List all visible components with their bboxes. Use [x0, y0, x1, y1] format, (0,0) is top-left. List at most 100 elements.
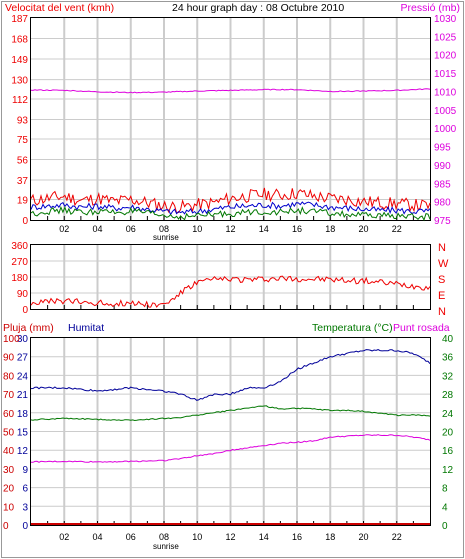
rain-y-tick-label: 80 [3, 371, 15, 382]
x-tick-label: 20 [358, 224, 368, 234]
x-tick-label: 12 [225, 224, 235, 234]
humidity-series-line [30, 349, 431, 401]
direction-y-tick-label: 360 [11, 241, 28, 252]
temperature-y-tick-label: 20 [442, 428, 454, 439]
grid-layer [31, 18, 430, 525]
x-tick-label: 02 [59, 224, 69, 234]
pressure-y-tick-label: 1030 [434, 14, 457, 25]
pressure-y-tick-label: 985 [434, 179, 451, 190]
wind-series-line [30, 201, 431, 216]
x-tick-label: 06 [126, 224, 136, 234]
temperature-label: Temperatura (°C) [312, 322, 393, 334]
gust-series-line [30, 187, 431, 214]
pressure-y-tick-label: 1005 [434, 106, 457, 117]
x-tick-label: 20 [358, 532, 368, 542]
x-tick-label: 14 [259, 532, 269, 542]
rain-y-tick-label: 60 [3, 409, 15, 420]
pressure-y-tick-label: 975 [434, 216, 451, 227]
compass-label: S [438, 274, 445, 286]
x-tick-label: 10 [192, 224, 202, 234]
temperature-y-tick-label: 36 [442, 353, 454, 364]
pressure-series-line [30, 88, 431, 94]
wind-y-tick-label: 149 [11, 55, 28, 66]
x-tick-label: 02 [59, 532, 69, 542]
humidity-y-tick-label: 3 [22, 502, 28, 513]
wind-y-tick-label: 0 [22, 216, 28, 227]
compass-label: N [438, 306, 446, 318]
x-tick-label: 22 [392, 224, 402, 234]
temperature-y-tick-label: 24 [442, 409, 454, 420]
pressure-y-tick-label: 1025 [434, 32, 457, 43]
sunrise-label-bottom: sunrise [153, 542, 179, 551]
x-tick-label: 14 [259, 224, 269, 234]
temperature-y-tick-label: 28 [442, 390, 454, 401]
temperature-y-tick-label: 32 [442, 371, 454, 382]
humidity-y-tick-label: 24 [17, 371, 29, 382]
sunrise-label-top: sunrise [153, 233, 179, 242]
direction-y-tick-label: 0 [22, 305, 28, 316]
pressure-y-tick-label: 980 [434, 198, 451, 209]
x-tick-label: 08 [159, 532, 169, 542]
wind-y-tick-label: 19 [17, 195, 29, 206]
temperature-y-tick-label: 40 [442, 334, 454, 345]
direction-y-tick-label: 90 [17, 289, 29, 300]
rain-y-tick-label: 100 [3, 334, 20, 345]
pressure-y-tick-label: 1015 [434, 69, 457, 80]
rain-y-tick-label: 50 [3, 428, 15, 439]
compass-label: E [438, 290, 445, 302]
rain-y-tick-label: 20 [3, 484, 15, 495]
x-tick-label: 18 [325, 532, 335, 542]
rain-y-tick-label: 90 [3, 353, 15, 364]
rain-axis-title: Pluja (mm) [3, 322, 54, 334]
temperature-y-tick-label: 12 [442, 465, 454, 476]
humidity-label: Humitat [68, 322, 104, 334]
rain-y-tick-label: 40 [3, 446, 15, 457]
humidity-y-tick-label: 9 [22, 465, 28, 476]
x-tick-label: 04 [92, 532, 102, 542]
chart-title: 24 hour graph day : 08 Octubre 2010 [172, 2, 344, 14]
x-tick-label: 18 [325, 224, 335, 234]
dewpoint-label: Punt rosada [393, 322, 450, 334]
humidity-y-tick-label: 15 [17, 428, 29, 439]
x-tick-label: 12 [225, 532, 235, 542]
x-tick-label: 06 [126, 532, 136, 542]
humidity-y-tick-label: 21 [17, 390, 29, 401]
rain-y-tick-label: 10 [3, 502, 15, 513]
wind-y-tick-label: 130 [11, 76, 28, 87]
dewpoint-series-line [31, 434, 431, 463]
wind-y-tick-label: 112 [12, 95, 28, 106]
wind-y-tick-label: 56 [17, 156, 29, 167]
humidity-y-tick-label: 12 [17, 446, 29, 457]
humidity-y-tick-label: 18 [17, 409, 29, 420]
humidity-y-tick-label: 27 [17, 353, 29, 364]
temperature-y-tick-label: 16 [442, 446, 454, 457]
pressure-y-tick-label: 1000 [434, 124, 457, 135]
avg-series-line [30, 205, 431, 222]
temperature-y-tick-label: 0 [442, 521, 448, 532]
series-layer [30, 88, 431, 525]
wind-y-tick-label: 37 [17, 176, 29, 187]
wind-y-tick-label: 168 [11, 35, 28, 46]
rain-y-tick-label: 0 [3, 521, 9, 532]
wind-y-tick-label: 93 [17, 116, 29, 127]
rain-y-tick-label: 70 [3, 390, 15, 401]
x-tick-label: 22 [392, 532, 402, 542]
pressure-y-tick-label: 1020 [434, 51, 457, 62]
x-tick-label: 16 [292, 532, 302, 542]
temperature-y-tick-label: 8 [442, 484, 448, 495]
wind-y-tick-label: 187 [11, 14, 28, 25]
compass-label: W [438, 258, 449, 270]
x-tick-label: 10 [192, 532, 202, 542]
direction-series-line [30, 275, 431, 308]
pressure-axis-title: Pressió (mb) [400, 2, 460, 14]
compass-label: N [438, 242, 446, 254]
x-tick-label: 08 [159, 224, 169, 234]
temperature-y-tick-label: 4 [442, 502, 448, 513]
direction-y-tick-label: 270 [11, 257, 28, 268]
wind-y-tick-label: 75 [17, 135, 29, 146]
x-tick-label: 16 [292, 224, 302, 234]
x-tick-label: 04 [92, 224, 102, 234]
